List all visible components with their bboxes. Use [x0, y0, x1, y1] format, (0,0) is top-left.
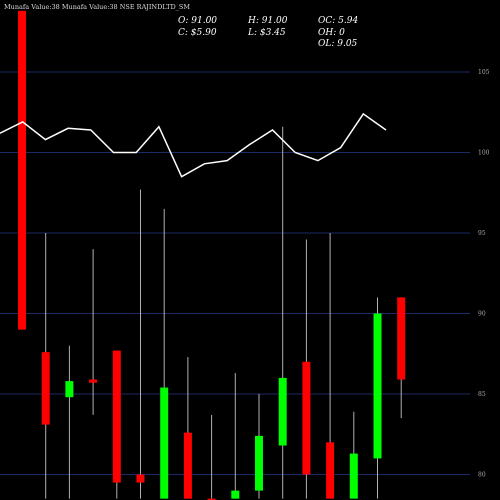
candle	[207, 414, 216, 500]
candle	[160, 208, 169, 499]
candle	[302, 239, 311, 499]
candle	[278, 126, 287, 499]
candle-body	[18, 10, 26, 330]
candle	[65, 345, 74, 499]
candle-body	[373, 313, 382, 459]
candle-body	[255, 435, 263, 491]
candle-body	[136, 474, 145, 483]
y-tick-label: 100	[478, 150, 490, 157]
candle	[349, 411, 358, 499]
candle-body	[207, 498, 216, 500]
candle	[183, 356, 192, 499]
stat-open-low: OL: 9.05	[318, 39, 358, 49]
candle	[231, 373, 240, 499]
y-tick-label: 90	[478, 311, 486, 318]
stat-open-close: OC: 5.94	[318, 16, 359, 26]
candle	[326, 233, 335, 499]
candle-body	[89, 379, 98, 383]
candle-body	[349, 453, 358, 499]
candle	[89, 249, 98, 415]
candle-body	[231, 490, 240, 499]
candle	[397, 297, 406, 419]
candle-body	[183, 432, 192, 499]
candle	[41, 233, 50, 499]
candle	[373, 297, 382, 499]
candle-body	[160, 387, 169, 499]
candle	[18, 10, 26, 330]
y-tick-label: 80	[478, 472, 486, 479]
y-tick-label: 95	[478, 230, 486, 237]
chart-title: Munafa Value:38 Munafa Value:38 NSE RAJI…	[4, 3, 191, 11]
stat-close: C: $5.90	[178, 28, 217, 38]
y-tick-label: 85	[478, 391, 486, 398]
candle-body	[278, 377, 287, 446]
stat-open: O: 91.00	[178, 16, 218, 26]
candle	[255, 394, 263, 499]
line-series	[0, 112, 387, 178]
stat-high: H: 91.00	[248, 16, 288, 26]
candle-body	[326, 442, 335, 499]
candle-body	[112, 350, 121, 483]
stat-open-high: OH: 0	[318, 28, 345, 38]
candle-body	[65, 381, 74, 398]
stat-low: L: $3.45	[248, 28, 286, 38]
candle-body	[41, 352, 50, 425]
candle	[112, 350, 121, 499]
candle-body	[302, 361, 311, 475]
candle-body	[397, 297, 406, 380]
y-tick-label: 105	[478, 69, 490, 76]
candle	[136, 189, 145, 499]
